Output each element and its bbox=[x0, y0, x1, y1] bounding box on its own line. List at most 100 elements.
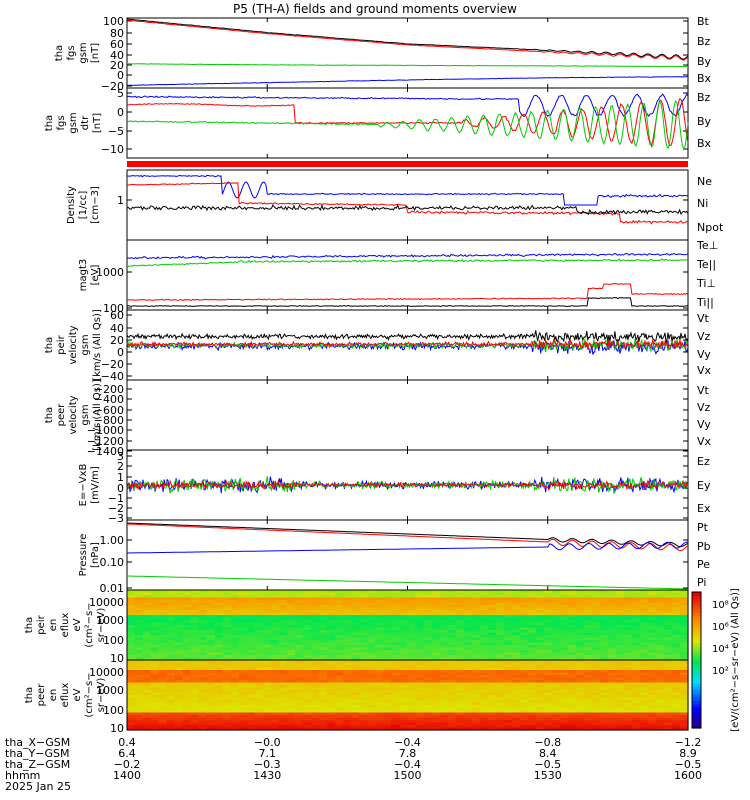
spectrogram-cell-p10 bbox=[431, 707, 441, 711]
spectrogram-cell-p9 bbox=[327, 645, 336, 649]
spectrogram-cell-p10 bbox=[295, 672, 304, 676]
legend-p1: Bz bbox=[697, 35, 711, 48]
spectrogram-cell-p10 bbox=[391, 662, 401, 666]
spectrogram-cell-p10 bbox=[167, 687, 176, 691]
spectrogram-cell-p9 bbox=[607, 627, 617, 631]
spectrogram-cell-p9 bbox=[431, 607, 441, 611]
spectrogram-cell-p10 bbox=[239, 695, 248, 699]
spectrogram-cell-p9 bbox=[479, 630, 489, 634]
spectrogram-cell-p10 bbox=[575, 715, 585, 719]
spectrogram-cell-p9 bbox=[407, 607, 417, 611]
spectrogram-cell-p10 bbox=[591, 692, 601, 696]
spectrogram-cell-p10 bbox=[551, 695, 561, 699]
spectrogram-cell-p9 bbox=[247, 647, 256, 651]
spectrogram-cell-p10 bbox=[615, 690, 625, 694]
spectrogram-cell-p10 bbox=[359, 677, 369, 681]
spectrogram-cell-p9 bbox=[439, 622, 449, 626]
spectrogram-cell-p10 bbox=[175, 670, 184, 674]
spectrogram-cell-p10 bbox=[383, 672, 393, 676]
spectrogram-cell-p9 bbox=[671, 615, 681, 619]
spectrogram-cell-p9 bbox=[151, 605, 160, 609]
spectrogram-cell-p10 bbox=[247, 662, 256, 666]
spectrogram-cell-p10 bbox=[519, 687, 529, 691]
xaxis-value: 1400 bbox=[113, 769, 141, 782]
spectrogram-cell-p10 bbox=[319, 662, 328, 666]
spectrogram-cell-p9 bbox=[623, 625, 633, 629]
spectrogram-cell-p9 bbox=[343, 612, 352, 616]
spectrogram-cell-p10 bbox=[255, 667, 264, 671]
spectrogram-cell-p10 bbox=[519, 702, 529, 706]
spectrogram-cell-p9 bbox=[527, 617, 537, 621]
spectrogram-cell-p9 bbox=[127, 630, 136, 634]
spectrogram-cell-p10 bbox=[335, 687, 344, 691]
spectrogram-cell-p9 bbox=[591, 620, 601, 624]
spectrogram-cell-p10 bbox=[375, 700, 385, 704]
spectrogram-cell-p10 bbox=[223, 727, 232, 731]
spectrogram-cell-p9 bbox=[199, 630, 208, 634]
legend-p3: Ne bbox=[697, 175, 712, 188]
spectrogram-cell-p9 bbox=[647, 625, 657, 629]
spectrogram-cell-p9 bbox=[239, 647, 248, 651]
spectrogram-cell-p10 bbox=[415, 690, 425, 694]
spectrogram-cell-p10 bbox=[399, 697, 409, 701]
spectrogram-cell-p10 bbox=[567, 665, 577, 669]
spectrogram-cell-p10 bbox=[207, 702, 216, 706]
xaxis-value: 8.4 bbox=[539, 747, 557, 760]
xaxis-value: 1430 bbox=[253, 769, 281, 782]
spectrogram-cell-p9 bbox=[671, 650, 681, 654]
spectrogram-cell-p10 bbox=[583, 697, 593, 701]
colorbar-cell bbox=[692, 629, 701, 634]
spectrogram-cell-p9 bbox=[559, 610, 569, 614]
spectrogram-cell-p9 bbox=[167, 597, 176, 601]
spectrogram-cell-p9 bbox=[319, 602, 328, 606]
spectrogram-cell-p10 bbox=[319, 715, 328, 719]
spectrogram-cell-p9 bbox=[447, 640, 457, 644]
spectrogram-cell-p10 bbox=[599, 725, 609, 729]
spectrogram-cell-p9 bbox=[487, 607, 497, 611]
spectrogram-cell-p10 bbox=[343, 707, 352, 711]
spectrogram-cell-p9 bbox=[303, 597, 312, 601]
spectrogram-cell-p10 bbox=[543, 662, 553, 666]
spectrogram-cell-p10 bbox=[127, 660, 136, 664]
spectrogram-cell-p10 bbox=[535, 685, 545, 689]
xaxis-value: −0.8 bbox=[534, 736, 561, 749]
spectrogram-cell-p10 bbox=[343, 692, 352, 696]
spectrogram-cell-p10 bbox=[279, 702, 288, 706]
spectrogram-cell-p9 bbox=[239, 630, 248, 634]
spectrogram-cell-p10 bbox=[383, 682, 393, 686]
spectrogram-cell-p10 bbox=[367, 675, 377, 679]
spectrogram-cell-p9 bbox=[543, 655, 553, 659]
spectrogram-cell-p9 bbox=[479, 657, 489, 661]
spectrogram-cell-p10 bbox=[279, 692, 288, 696]
spectrogram-cell-p10 bbox=[599, 662, 609, 666]
spectrogram-cell-p9 bbox=[271, 617, 280, 621]
spectrogram-cell-p9 bbox=[295, 615, 304, 619]
spectrogram-cell-p9 bbox=[615, 620, 625, 624]
spectrogram-cell-p10 bbox=[239, 722, 248, 726]
spectrogram-cell-p9 bbox=[471, 605, 481, 609]
spectrogram-cell-p10 bbox=[479, 705, 489, 709]
spectrogram-cell-p10 bbox=[431, 700, 441, 704]
spectrogram-cell-p9 bbox=[167, 592, 176, 596]
spectrogram-cell-p10 bbox=[527, 677, 537, 681]
spectrogram-cell-p9 bbox=[583, 632, 593, 636]
spectrogram-cell-p9 bbox=[135, 637, 144, 641]
spectrogram-cell-p10 bbox=[271, 707, 280, 711]
spectrogram-cell-p9 bbox=[463, 612, 473, 616]
spectrogram-cell-p9 bbox=[607, 595, 617, 599]
spectrogram-cell-p10 bbox=[623, 680, 633, 684]
spectrogram-cell-p9 bbox=[151, 657, 160, 661]
spectrogram-cell-p10 bbox=[295, 712, 304, 716]
spectrogram-cell-p9 bbox=[207, 650, 216, 654]
spectrogram-cell-p10 bbox=[431, 687, 441, 691]
spectrogram-cell-p10 bbox=[135, 710, 144, 714]
spectrogram-cell-p10 bbox=[447, 720, 457, 724]
spectrogram-cell-p10 bbox=[471, 695, 481, 699]
spectrogram-cell-p10 bbox=[407, 715, 417, 719]
spectrogram-cell-p9 bbox=[631, 600, 641, 604]
figure-title: P5 (TH-A) fields and ground moments over… bbox=[233, 2, 517, 16]
spectrogram-cell-p10 bbox=[655, 677, 665, 681]
spectrogram-cell-p10 bbox=[343, 710, 352, 714]
spectrogram-cell-p10 bbox=[351, 715, 361, 719]
spectrogram-cell-p10 bbox=[231, 680, 240, 684]
